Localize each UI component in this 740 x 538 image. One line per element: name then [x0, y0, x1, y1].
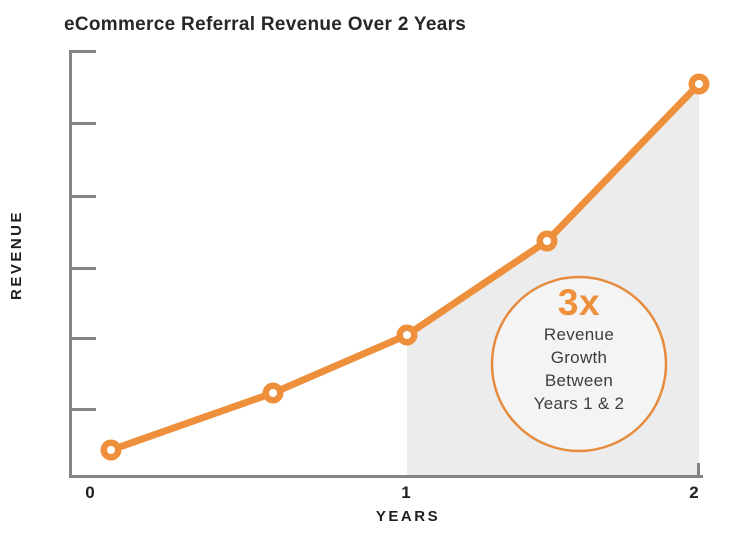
x-axis-line: [69, 475, 703, 478]
annotation-line-2: Growth: [550, 348, 608, 367]
annotation-headline: 3x: [557, 282, 601, 323]
y-axis-tick-5: [69, 408, 96, 411]
y-axis-tick-3: [69, 267, 96, 270]
x-axis-label: YEARS: [375, 508, 441, 525]
data-point-marker-hole-3: [543, 237, 551, 245]
y-axis-tick-0: [69, 50, 96, 53]
annotation-line-1: Revenue: [543, 325, 615, 344]
y-axis-tick-2: [69, 195, 96, 198]
data-point-marker-hole-1: [269, 389, 277, 397]
x-axis-end-tick: [697, 463, 700, 475]
data-point-marker-hole-4: [695, 80, 703, 88]
chart-title: eCommerce Referral Revenue Over 2 Years: [64, 14, 467, 35]
y-axis-tick-4: [69, 337, 96, 340]
y-axis-line: [69, 50, 72, 478]
annotation-bubble: 3x Revenue Growth Between Years 1 & 2: [479, 283, 679, 415]
data-point-marker-hole-0: [107, 446, 115, 454]
annotation-circle: [490, 275, 668, 453]
x-tick-label-0: 0: [85, 483, 95, 502]
y-axis-tick-1: [69, 122, 96, 125]
x-tick-label-2: 2: [689, 483, 699, 502]
annotation-line-4: Years 1 & 2: [533, 394, 625, 413]
annotation-line-3: Between: [544, 371, 614, 390]
data-point-marker-hole-2: [403, 331, 411, 339]
x-tick-label-1: 1: [401, 483, 411, 502]
